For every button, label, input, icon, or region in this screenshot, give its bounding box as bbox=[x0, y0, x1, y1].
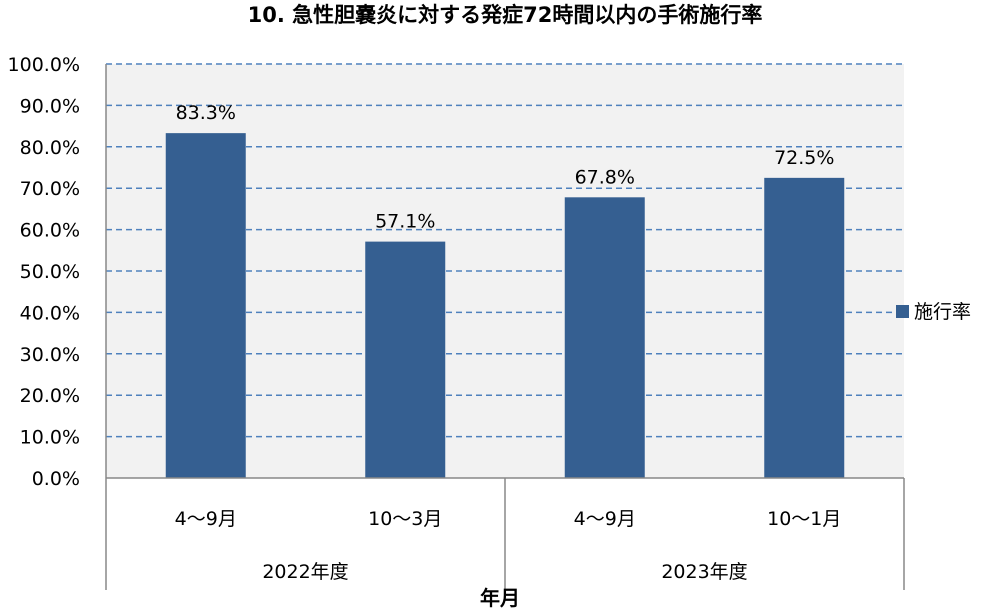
y-tick-label: 20.0% bbox=[20, 385, 80, 407]
axes: 0.0% 10.0% 20.0% 30.0% 40.0% 50.0% 60.0% 70.0% 8… bbox=[8, 54, 905, 590]
x-tick-label: 4～9月 bbox=[574, 508, 636, 530]
x-tick-label: 4～9月 bbox=[175, 508, 237, 530]
x-tick-label: 10～1月 bbox=[767, 508, 841, 530]
data-label: 57.1% bbox=[375, 211, 435, 233]
y-tick-label: 80.0% bbox=[20, 137, 80, 159]
data-label: 83.3% bbox=[176, 102, 236, 124]
legend-label: 施行率 bbox=[914, 301, 971, 323]
plot-area: 83.3% 57.1% 67.8% 72.5% bbox=[106, 63, 904, 479]
x-group-label: 2022年度 bbox=[262, 561, 348, 583]
bar bbox=[564, 197, 645, 479]
y-tick-label: 50.0% bbox=[20, 261, 80, 283]
legend: 施行率 bbox=[896, 301, 971, 323]
bar bbox=[165, 133, 246, 478]
bar bbox=[365, 241, 446, 478]
y-tick-label: 100.0% bbox=[8, 54, 80, 76]
y-tick-label: 10.0% bbox=[20, 427, 80, 449]
y-tick-label: 0.0% bbox=[32, 468, 80, 490]
y-tick-label: 60.0% bbox=[20, 220, 80, 242]
data-label: 72.5% bbox=[774, 147, 834, 169]
chart-title: 10. 急性胆嚢炎に対する発症72時間以内の手術施行率 bbox=[248, 3, 763, 27]
y-tick-label: 30.0% bbox=[20, 344, 80, 366]
data-label: 67.8% bbox=[575, 166, 635, 188]
y-tick-label: 70.0% bbox=[20, 178, 80, 200]
x-axis-title: 年月 bbox=[480, 586, 520, 610]
y-tick-label: 40.0% bbox=[20, 302, 80, 324]
x-group-label: 2023年度 bbox=[661, 561, 747, 583]
y-tick-label: 90.0% bbox=[20, 95, 80, 117]
bar bbox=[764, 177, 845, 478]
x-tick-label: 10～3月 bbox=[368, 508, 442, 530]
legend-swatch bbox=[896, 305, 909, 318]
